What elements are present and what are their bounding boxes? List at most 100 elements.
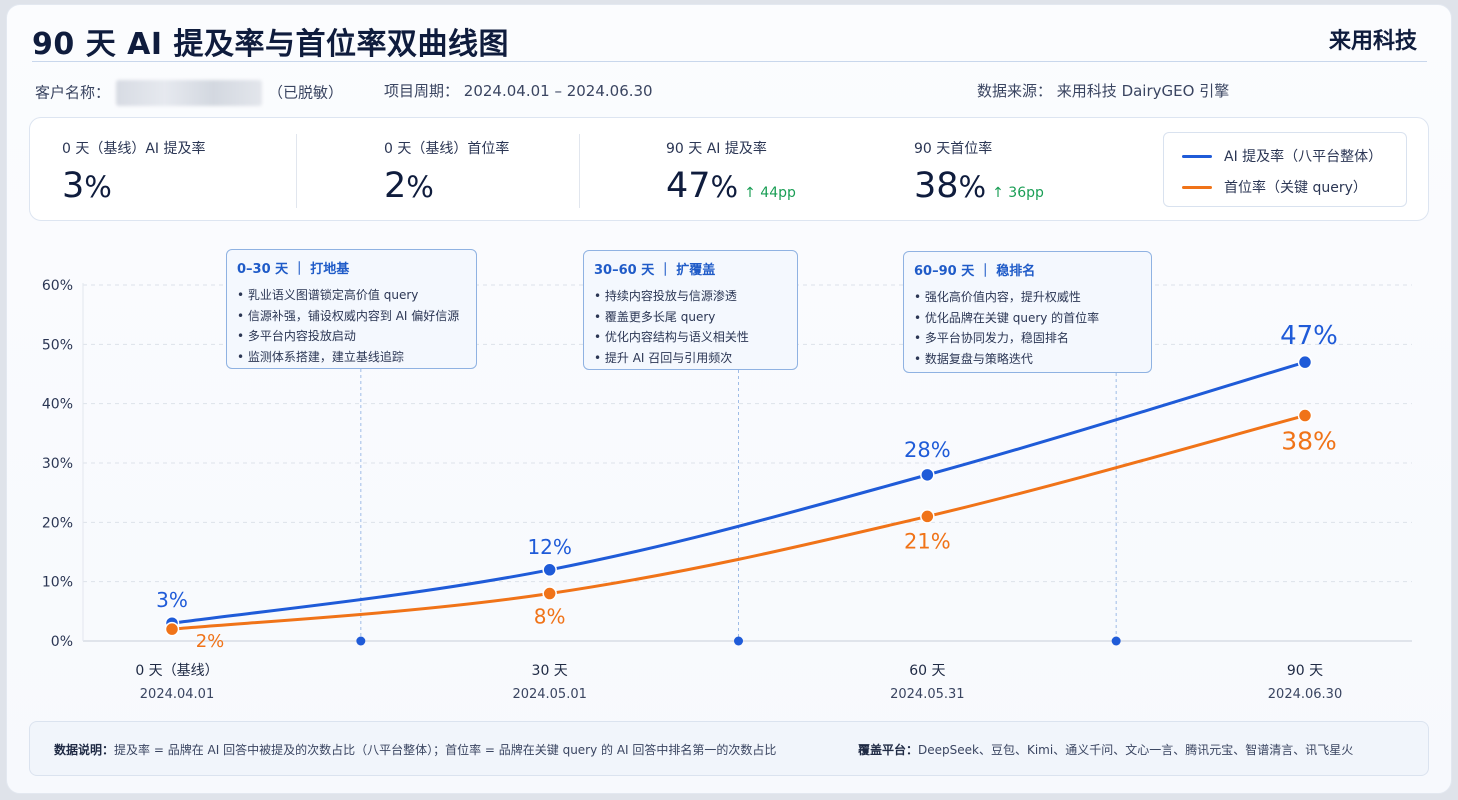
data-label: 3% <box>156 588 188 612</box>
platform-label: 覆盖平台： <box>858 743 919 757</box>
kpi-90d-mention: 90 天 AI 提及率 47% ↑ 44pp <box>666 138 796 206</box>
series-line-top <box>170 414 1307 631</box>
note-label: 数据说明： <box>54 743 115 757</box>
x-tick-label: 60 天 <box>909 663 945 679</box>
phase-item: 多平台内容投放启动 <box>237 326 466 347</box>
data-point <box>920 467 935 483</box>
data-label: 12% <box>527 535 571 559</box>
kpi-label: 0 天（基线）AI 提及率 <box>62 141 206 157</box>
phase-marker-dot <box>356 636 366 646</box>
data-point <box>164 621 180 637</box>
y-tick-label: 20% <box>42 515 73 531</box>
kpi-divider <box>296 134 297 208</box>
y-tick-label: 40% <box>42 397 73 413</box>
kpi-delta: ↑ 36pp <box>992 185 1044 201</box>
legend-item-top: 首位率（关键 query） <box>1182 177 1367 197</box>
brand-name: 来用科技 <box>1328 29 1417 54</box>
legend-label: AI 提及率（八平台整体） <box>1224 149 1383 165</box>
client-meta: 客户名称： （已脱敏） <box>35 80 343 106</box>
kpi-label: 0 天（基线）首位率 <box>384 141 510 157</box>
client-label: 客户名称： <box>35 83 111 102</box>
data-label: 28% <box>904 438 951 462</box>
phase-box-2: 30–60 天 ｜ 扩覆盖 持续内容投放与信源渗透 覆盖更多长尾 query 优… <box>583 250 798 370</box>
x-date-label: 2024.05.01 <box>512 687 586 702</box>
phase-title: 60–90 天 ｜ 稳排名 <box>914 264 1036 279</box>
phase-item: 多平台协同发力，稳固排名 <box>914 328 1141 349</box>
source-value: 来用科技 DairyGEO 引擎 <box>1056 82 1230 100</box>
page-title: 90 天 AI 提及率与首位率双曲线图 <box>32 27 509 62</box>
y-tick-label: 30% <box>42 456 73 472</box>
phase-item: 强化高价值内容，提升权威性 <box>914 287 1141 308</box>
kpi-90d-top: 90 天首位率 38% ↑ 36pp <box>914 138 1044 206</box>
phase-marker-dot <box>734 636 743 646</box>
x-tick-label: 0 天（基线） <box>135 662 218 679</box>
source-label: 数据来源： <box>977 82 1053 100</box>
phase-item: 信源补强，铺设权威内容到 AI 偏好信源 <box>237 306 466 327</box>
data-label: 2% <box>196 631 225 652</box>
platform-note: 覆盖平台：DeepSeek、豆包、Kimi、通义千问、文心一言、腾讯元宝、智谱清… <box>858 741 1353 758</box>
kpi-divider <box>579 134 580 208</box>
phase-item: 提升 AI 召回与引用频次 <box>594 348 787 369</box>
period-meta: 项目周期： 2024.04.01 – 2024.06.30 <box>384 80 653 101</box>
title-divider <box>32 61 1427 62</box>
y-tick-label: 60% <box>42 278 73 294</box>
data-label: 47% <box>1280 321 1338 351</box>
x-date-label: 2024.05.31 <box>890 687 964 702</box>
data-point <box>542 562 557 578</box>
kpi-baseline-mention: 0 天（基线）AI 提及率 3% <box>62 138 206 206</box>
kpi-value: 47 <box>666 166 711 206</box>
kpi-delta: ↑ 44pp <box>744 185 796 201</box>
phase-item: 乳业语义图谱锁定高价值 query <box>237 285 466 306</box>
series-line-mention <box>170 360 1307 625</box>
phase-box-3: 60–90 天 ｜ 稳排名 强化高价值内容，提升权威性 优化品牌在关键 quer… <box>903 251 1152 373</box>
phase-item: 监测体系搭建，建立基线追踪 <box>237 347 466 368</box>
data-point <box>1297 354 1313 370</box>
redacted-client-name <box>116 80 263 106</box>
data-note: 数据说明：提及率 = 品牌在 AI 回答中被提及的次数占比（八平台整体）；首位率… <box>54 741 776 758</box>
phase-item: 持续内容投放与信源渗透 <box>594 286 787 307</box>
phase-item: 优化品牌在关键 query 的首位率 <box>914 308 1141 329</box>
kpi-value: 3 <box>62 166 85 206</box>
kpi-value: 38 <box>914 166 959 206</box>
phase-title: 30–60 天 ｜ 扩覆盖 <box>594 263 716 278</box>
note-text: 提及率 = 品牌在 AI 回答中被提及的次数占比（八平台整体）；首位率 = 品牌… <box>114 743 777 757</box>
kpi-unit: % <box>84 170 112 204</box>
kpi-unit: % <box>710 170 739 204</box>
phase-item: 数据复盘与策略迭代 <box>914 349 1141 370</box>
x-date-label: 2024.04.01 <box>140 687 214 702</box>
y-tick-label: 10% <box>42 575 73 591</box>
legend-label: 首位率（关键 query） <box>1224 180 1367 196</box>
footer-note: 数据说明：提及率 = 品牌在 AI 回答中被提及的次数占比（八平台整体）；首位率… <box>29 721 1429 776</box>
phase-box-1: 0–30 天 ｜ 打地基 乳业语义图谱锁定高价值 query 信源补强，铺设权威… <box>226 249 477 369</box>
kpi-panel: 0 天（基线）AI 提及率 3% 0 天（基线）首位率 2% 90 天 AI 提… <box>29 117 1429 221</box>
chart-legend: AI 提及率（八平台整体） 首位率（关键 query） <box>1163 132 1407 207</box>
kpi-value: 2 <box>384 166 407 206</box>
report-card: 90 天 AI 提及率与首位率双曲线图 来用科技 客户名称： （已脱敏） 项目周期… <box>6 4 1452 794</box>
x-tick-label: 90 天 <box>1287 663 1323 679</box>
phase-title: 0–30 天 ｜ 打地基 <box>237 262 350 277</box>
platform-text: DeepSeek、豆包、Kimi、通义千问、文心一言、腾讯元宝、智谱清言、讯飞星… <box>918 743 1354 757</box>
period-value: 2024.04.01 – 2024.06.30 <box>463 82 653 100</box>
line-chart: 0% 10% 20% 30% 40% 50% 60% 0 天（基线） 2024.04.01 30 … <box>42 278 1412 702</box>
legend-swatch <box>1182 154 1212 158</box>
kpi-label: 90 天 AI 提及率 <box>666 141 767 157</box>
y-tick-label: 50% <box>42 337 73 353</box>
kpi-label: 90 天首位率 <box>914 141 993 157</box>
data-point <box>1297 408 1313 423</box>
data-label: 8% <box>534 605 566 629</box>
phase-marker-dot <box>1111 636 1121 646</box>
data-point <box>920 509 935 524</box>
kpi-unit: % <box>406 170 434 204</box>
client-suffix: （已脱敏） <box>268 83 344 102</box>
x-tick-label: 30 天 <box>532 663 568 679</box>
source-meta: 数据来源： 来用科技 DairyGEO 引擎 <box>977 80 1229 101</box>
legend-item-mention: AI 提及率（八平台整体） <box>1182 146 1382 166</box>
phase-item: 优化内容结构与语义相关性 <box>594 327 787 348</box>
data-point <box>542 586 557 601</box>
kpi-unit: % <box>958 170 987 204</box>
y-tick-label: 0% <box>51 634 73 650</box>
phase-item: 覆盖更多长尾 query <box>594 307 787 328</box>
period-label: 项目周期： <box>384 82 460 100</box>
data-label: 38% <box>1281 427 1337 456</box>
legend-swatch <box>1182 185 1212 189</box>
